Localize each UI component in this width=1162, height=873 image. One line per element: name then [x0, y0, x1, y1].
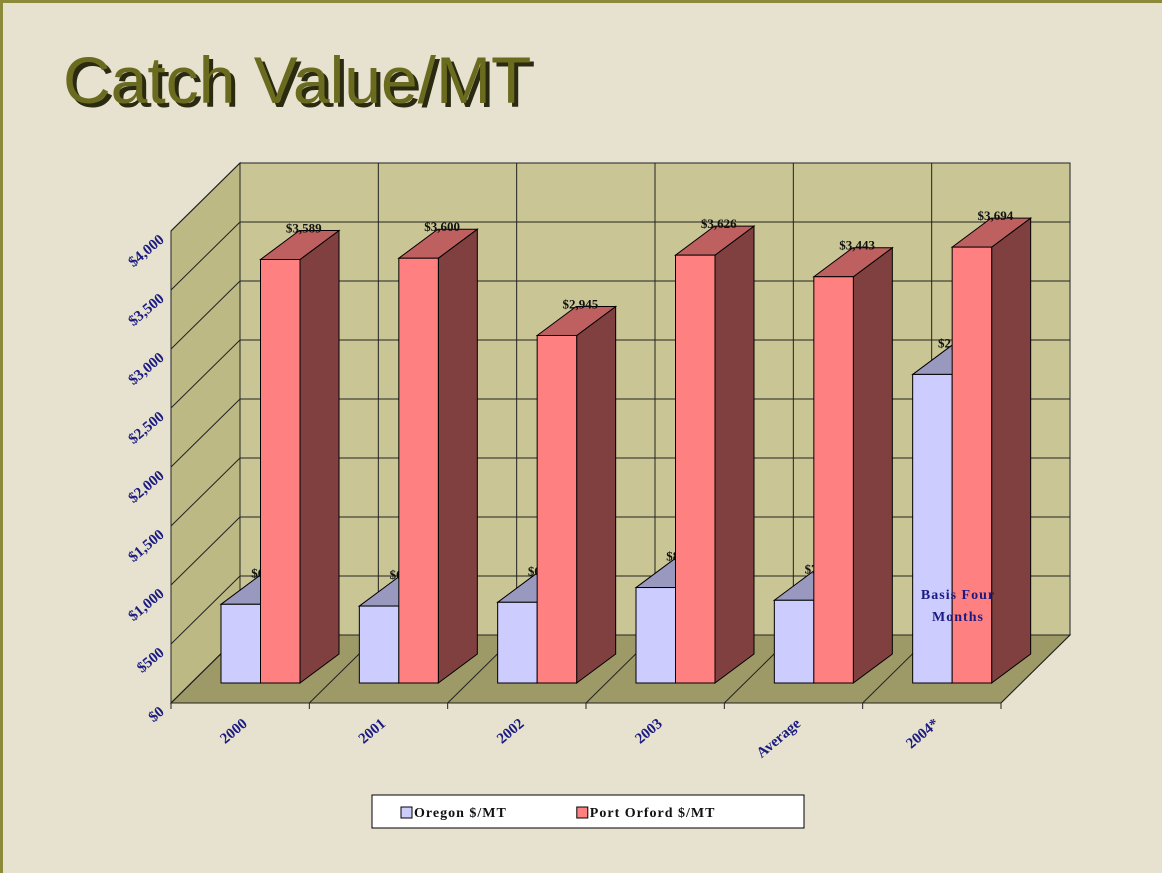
- bar-side: [299, 229, 340, 684]
- bar: [813, 276, 854, 684]
- x-tick-label: 2000: [217, 716, 250, 748]
- x-tick-label: 2001: [356, 716, 389, 748]
- bar-side: [437, 228, 478, 684]
- value-label: $3,589: [286, 220, 322, 235]
- bar-side: [852, 246, 893, 684]
- bar: [358, 605, 400, 684]
- y-tick-label: $3,500: [126, 291, 168, 330]
- grid-line: [170, 457, 241, 527]
- chart-title: Catch Value/MT: [63, 43, 531, 117]
- grid-line: [170, 162, 241, 232]
- y-tick-label: $1,000: [126, 586, 168, 625]
- value-label: $2,945: [563, 296, 599, 311]
- y-tick-label: $2,500: [126, 409, 168, 448]
- y-tick-label: $1,500: [126, 527, 168, 566]
- value-label: $3,626: [701, 216, 737, 231]
- legend-label: Port Orford $/MT: [590, 806, 716, 821]
- y-tick-label: $0: [146, 704, 168, 726]
- bar-side: [714, 225, 755, 684]
- y-tick-label: $4,000: [126, 232, 168, 271]
- grid-line: [170, 516, 241, 586]
- grid-line: [170, 339, 241, 409]
- legend-swatch: [400, 806, 413, 819]
- x-tick-label: 2003: [632, 716, 665, 748]
- bar: [220, 603, 261, 684]
- legend-swatch: [576, 806, 589, 819]
- chart: Catch Value/MT Catch Value/MT $0 $500 $1,0…: [63, 43, 1072, 829]
- y-tick-label: $500: [134, 645, 167, 677]
- bar: [675, 254, 716, 684]
- bar-side: [576, 305, 617, 684]
- grid-line: [170, 221, 241, 291]
- bar: [773, 599, 815, 684]
- bar: [912, 373, 953, 684]
- x-tick-label: 2002: [494, 716, 527, 748]
- bar: [398, 257, 439, 684]
- x-tick-label: 2004*: [903, 716, 942, 752]
- grid-line: [170, 398, 241, 468]
- x-tick-label: Average: [754, 716, 805, 762]
- category-divider: [1000, 634, 1071, 704]
- bar: [951, 246, 993, 684]
- bar: [260, 258, 301, 684]
- value-label: $3,694: [978, 208, 1014, 223]
- annotation: Basis Four Months: [920, 588, 996, 625]
- grid-line: [170, 575, 241, 645]
- bar: [536, 334, 578, 684]
- grid-line: [170, 280, 241, 350]
- bar: [635, 587, 676, 684]
- y-tick-label: $2,000: [126, 468, 168, 507]
- bar: [497, 601, 538, 684]
- y-tick-label: $3,000: [126, 350, 168, 389]
- legend-label: Oregon $/MT: [414, 806, 507, 821]
- title-shadow: Catch Value/MT: [67, 47, 535, 121]
- value-label: $3,443: [839, 238, 875, 253]
- value-label: $3,600: [424, 219, 460, 234]
